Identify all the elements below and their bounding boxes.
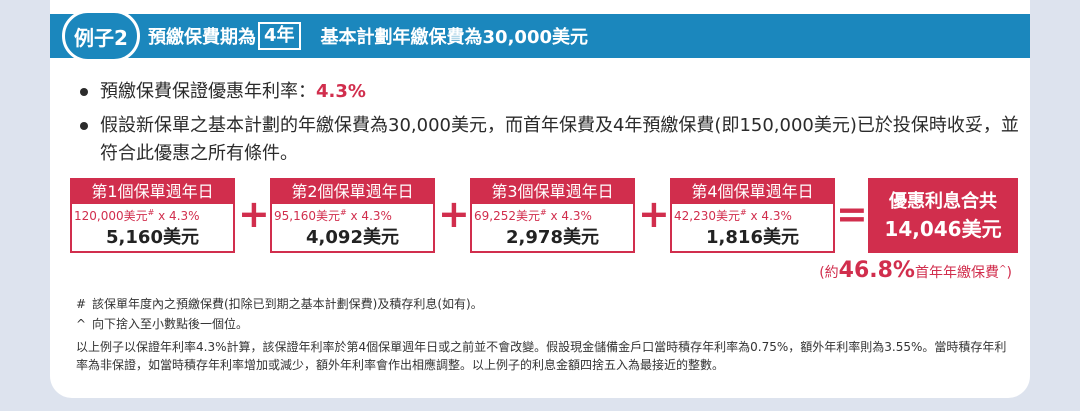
- bullet-text: 預繳保費保證優惠年利率：4.3%: [100, 78, 366, 106]
- year-label: 第2個保單週年日: [272, 180, 433, 204]
- footnote-mark: ^: [76, 317, 87, 331]
- interest-calculation: 第1個保單週年日 120,000美元# x 4.3% 5,160美元 + 第2個…: [70, 178, 1030, 258]
- formula-mark: #: [340, 208, 347, 217]
- percent-suffix: 首年年繳保費: [914, 265, 999, 281]
- year-formula: 95,160美元# x 4.3%: [272, 204, 433, 225]
- bullet-dot: [80, 122, 88, 130]
- year-formula: 120,000美元# x 4.3%: [72, 204, 233, 225]
- footnote-mark: #: [76, 297, 87, 311]
- rate-label: 預繳保費保證優惠年利率：: [100, 81, 316, 102]
- percent-close: ): [1006, 265, 1012, 281]
- formula-amount: 120,000美元: [74, 209, 148, 223]
- year-formula: 69,252美元# x 4.3%: [472, 204, 633, 225]
- percent-mark: ^: [998, 264, 1007, 275]
- year-label: 第3個保單週年日: [472, 180, 633, 204]
- disclaimer-paragraph: 以上例子以保證年利率4.3%計算，該保證年利率於第4個保單週年日或之前並不會改變…: [76, 340, 1007, 372]
- total-value: 14,046美元: [884, 216, 1002, 241]
- year-box-2: 第2個保單週年日 95,160美元# x 4.3% 4,092美元: [270, 178, 435, 253]
- year-box-4: 第4個保單週年日 42,230美元# x 4.3% 1,816美元: [670, 178, 835, 253]
- example-card: 例子2 預繳保費期為 4年 基本計劃年繳保費為30,000美元 預繳保費保證優惠…: [50, 0, 1030, 398]
- total-label: 優惠利息合共: [889, 190, 997, 212]
- percent-open: (約: [819, 265, 839, 281]
- bullet-item: 預繳保費保證優惠年利率：4.3%: [80, 78, 1020, 106]
- year-value: 2,978美元: [506, 227, 599, 248]
- formula-amount: 95,160美元: [274, 209, 340, 223]
- year-formula: 42,230美元# x 4.3%: [672, 204, 833, 225]
- equals-icon: =: [836, 192, 868, 236]
- formula-mark: #: [147, 208, 155, 217]
- formula-rate: x 4.3%: [546, 209, 592, 223]
- formula-rate: x 4.3%: [346, 209, 392, 223]
- title-boxed-years: 4年: [258, 22, 301, 50]
- formula-mark: #: [740, 208, 747, 217]
- formula-mark: #: [540, 208, 547, 217]
- year-box-1: 第1個保單週年日 120,000美元# x 4.3% 5,160美元: [70, 178, 235, 253]
- bullet-text: 假設新保單之基本計劃的年繳保費為30,000美元，而首年保費及4年預繳保費(即1…: [100, 115, 1019, 164]
- year-label: 第1個保單週年日: [72, 180, 233, 204]
- plus-icon: +: [238, 192, 270, 236]
- total-interest-box: 優惠利息合共 14,046美元: [868, 178, 1018, 253]
- year-label: 第4個保單週年日: [672, 180, 833, 204]
- title-prefix: 預繳保費期為: [148, 27, 256, 48]
- year-value: 1,816美元: [706, 227, 799, 248]
- bullet-item: 假設新保單之基本計劃的年繳保費為30,000美元，而首年保費及4年預繳保費(即1…: [80, 112, 1020, 168]
- plus-icon: +: [638, 192, 670, 236]
- bullet-dot: [80, 88, 88, 96]
- example-header: 例子2 預繳保費期為 4年 基本計劃年繳保費為30,000美元: [50, 10, 1030, 62]
- bullet-list: 預繳保費保證優惠年利率：4.3% 假設新保單之基本計劃的年繳保費為30,000美…: [80, 78, 1020, 174]
- footnotes: # 該保單年度內之預繳保費(扣除已到期之基本計劃保費)及積存利息(如有)。 ^ …: [76, 294, 1016, 374]
- rate-value: 4.3%: [316, 81, 366, 102]
- formula-rate: x 4.3%: [154, 209, 200, 223]
- year-value: 4,092美元: [306, 227, 399, 248]
- example-title: 預繳保費期為 4年 基本計劃年繳保費為30,000美元: [148, 14, 588, 58]
- footnote: # 該保單年度內之預繳保費(扣除已到期之基本計劃保費)及積存利息(如有)。: [76, 294, 1016, 314]
- percent-value: 46.8%: [838, 258, 915, 283]
- title-suffix: 基本計劃年繳保費為30,000美元: [320, 27, 588, 48]
- percent-note: (約46.8%首年年繳保費^): [819, 258, 1012, 283]
- formula-rate: x 4.3%: [746, 209, 792, 223]
- year-box-3: 第3個保單週年日 69,252美元# x 4.3% 2,978美元: [470, 178, 635, 253]
- formula-amount: 42,230美元: [674, 209, 740, 223]
- footnote-text: 向下捨入至小數點後一個位。: [92, 317, 249, 331]
- footnote-text: 該保單年度內之預繳保費(扣除已到期之基本計劃保費)及積存利息(如有)。: [92, 297, 483, 311]
- plus-icon: +: [438, 192, 470, 236]
- formula-amount: 69,252美元: [474, 209, 540, 223]
- example-label: 例子2: [62, 10, 140, 62]
- footnote: ^ 向下捨入至小數點後一個位。: [76, 314, 1016, 334]
- year-value: 5,160美元: [106, 227, 199, 248]
